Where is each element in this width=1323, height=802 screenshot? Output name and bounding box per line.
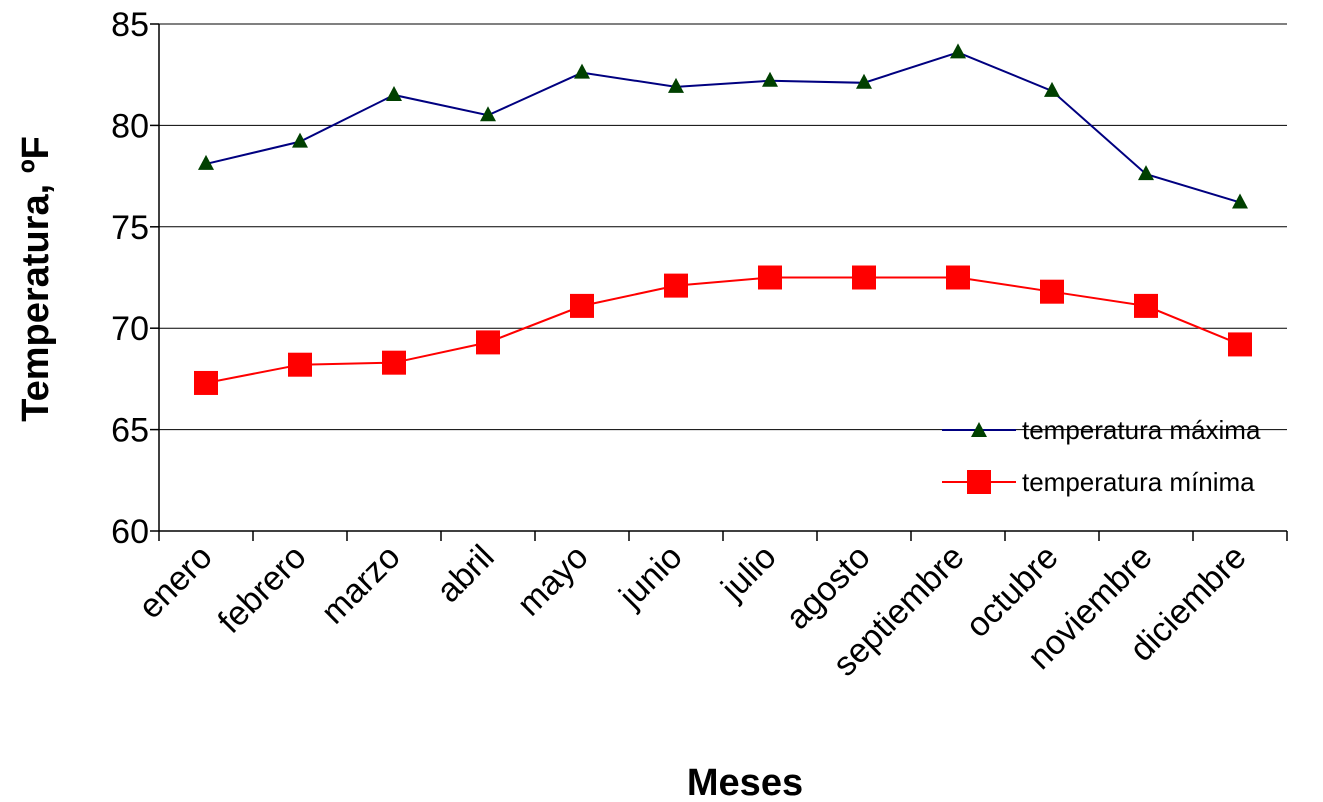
data-point: [1138, 165, 1154, 181]
data-point: [1134, 293, 1158, 318]
x-tick-label: abril: [429, 538, 501, 610]
data-point: [664, 273, 688, 298]
data-point: [382, 350, 406, 375]
data-point: [1232, 193, 1248, 209]
data-point: [574, 63, 590, 79]
legend-label-max: temperatura máxima: [1022, 415, 1261, 445]
data-point: [856, 73, 872, 89]
data-point: [852, 265, 876, 290]
x-axis-title: Meses: [687, 762, 803, 802]
series-layer: [194, 43, 1252, 395]
data-point: [946, 265, 970, 290]
legend-marker-triangle-icon: [971, 422, 987, 437]
data-point: [198, 154, 214, 170]
data-point: [668, 77, 684, 93]
x-tick-label: junio: [611, 538, 689, 616]
legend: temperatura máxima temperatura mínima: [942, 415, 1261, 497]
data-point: [288, 352, 312, 377]
series-1: [198, 43, 1248, 209]
x-tick-label: mayo: [510, 538, 596, 624]
data-point: [570, 293, 594, 318]
data-point: [758, 265, 782, 290]
data-point: [386, 85, 402, 101]
data-point: [1044, 81, 1060, 97]
y-tick-label: 70: [111, 310, 149, 348]
data-point: [194, 370, 218, 395]
y-axis-title: Temperatura, ºF: [15, 136, 57, 422]
data-point: [480, 106, 496, 122]
series-line: [205, 51, 1241, 204]
legend-label-min: temperatura mínima: [1022, 467, 1255, 497]
legend-marker-square-icon: [967, 470, 991, 494]
y-tick-label: 60: [111, 513, 149, 551]
data-point: [292, 132, 308, 148]
x-tick-label: enero: [131, 538, 219, 626]
y-tick-label: 75: [111, 209, 149, 247]
data-point: [476, 330, 500, 355]
y-tick-label: 80: [111, 107, 149, 145]
y-tick-label: 65: [111, 412, 149, 450]
grid-lines: [159, 23, 1287, 431]
x-tick-label: febrero: [211, 538, 314, 641]
data-point: [950, 43, 966, 59]
x-tick-label: julio: [713, 538, 783, 608]
data-point: [762, 71, 778, 87]
series-line: [205, 276, 1241, 384]
data-point: [1040, 279, 1064, 304]
y-tick-label: 85: [111, 6, 149, 44]
series-2: [194, 265, 1252, 395]
axes: [150, 23, 1288, 541]
x-tick-label: marzo: [314, 538, 408, 632]
data-point: [1228, 332, 1252, 357]
